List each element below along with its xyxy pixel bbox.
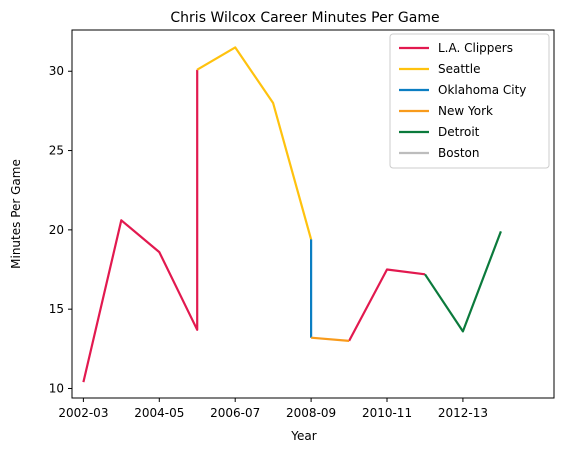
x-tick-label: 2012-13	[438, 406, 488, 420]
y-axis-label: Minutes Per Game	[9, 159, 23, 269]
series-line-0-1	[348, 268, 426, 342]
legend-label: L.A. Clippers	[438, 41, 513, 55]
plot-area-frame	[71, 29, 555, 399]
x-tick-label: 2002-03	[58, 406, 108, 420]
y-tick-label: 30	[49, 64, 64, 78]
legend-label: New York	[438, 104, 493, 118]
legend-label: Detroit	[438, 125, 480, 139]
legend-box	[389, 33, 550, 169]
series-line-0-0	[82, 69, 199, 383]
x-tick-label: 2004-05	[134, 406, 184, 420]
legend-label: Oklahoma City	[438, 83, 526, 97]
x-axis: 2002-03 2004-05 2006-07 2008-09 2010-11 2012-…	[58, 398, 488, 420]
x-tick-label: 2006-07	[210, 406, 260, 420]
series-line-3-0	[311, 336, 350, 342]
y-tick-label: 10	[49, 381, 64, 395]
series-layer	[82, 46, 502, 383]
y-axis: 10 15 20 25 30	[49, 64, 72, 395]
series-line-1-0	[196, 46, 313, 240]
x-tick-label: 2010-11	[362, 406, 412, 420]
legend-label: Seattle	[438, 62, 480, 76]
y-tick-label: 15	[49, 302, 64, 316]
series-line-4-0	[424, 231, 502, 333]
y-tick-label: 20	[49, 223, 64, 237]
legend-label: Boston	[438, 146, 479, 160]
legend: L.A. Clippers Seattle Oklahoma City New Yor…	[389, 33, 550, 169]
chart-title: Chris Wilcox Career Minutes Per Game	[170, 10, 439, 26]
x-tick-label: 2008-09	[286, 406, 336, 420]
x-axis-label: Year	[290, 429, 316, 443]
y-tick-label: 25	[49, 144, 64, 158]
